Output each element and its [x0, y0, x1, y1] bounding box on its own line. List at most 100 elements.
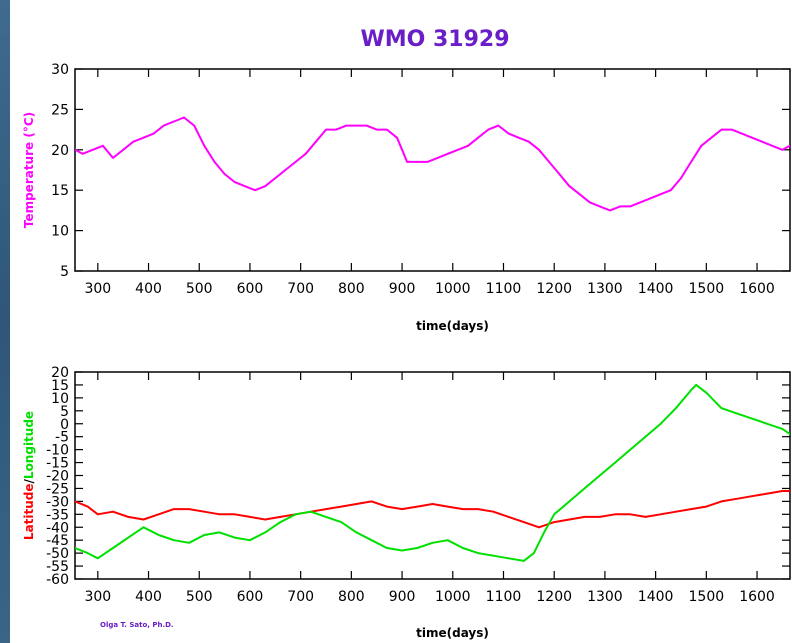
- temperature-point: [102, 144, 104, 147]
- temperature-point: [122, 148, 125, 151]
- x-tick-label: 900: [389, 589, 416, 605]
- temperature-point: [315, 140, 317, 143]
- longitude-point: [598, 474, 601, 477]
- x-tick-label: 400: [135, 281, 162, 297]
- latitude-point: [538, 526, 540, 529]
- temperature-point: [477, 136, 479, 139]
- temperature-point: [588, 201, 591, 204]
- latitude-point: [279, 516, 282, 518]
- temperature-point: [401, 148, 403, 151]
- x-tick-label: 600: [237, 589, 264, 605]
- longitude-point: [249, 539, 251, 542]
- temperature-point: [203, 144, 206, 147]
- temperature-point: [558, 173, 561, 175]
- temperature-point: [457, 148, 459, 151]
- longitude-point: [477, 552, 479, 554]
- temperature-point: [497, 124, 500, 127]
- latitude-point: [462, 508, 464, 510]
- x-tick-label: 800: [338, 589, 365, 605]
- y-tick-label: 0: [60, 417, 69, 433]
- temperature-point: [75, 148, 76, 151]
- longitude-point: [492, 554, 495, 557]
- temperature-point: [517, 136, 520, 139]
- longitude-point: [203, 534, 206, 536]
- temperature-point: [345, 124, 348, 127]
- latitude-point: [233, 513, 236, 516]
- y-tick-label: -15: [46, 456, 69, 472]
- longitude-point: [766, 422, 769, 425]
- plot-frame: [74, 371, 791, 580]
- temperature-point: [81, 152, 84, 155]
- y-tick-label: 20: [51, 143, 69, 159]
- x-tick-label: 500: [186, 281, 213, 297]
- temperature-point: [193, 124, 196, 127]
- latitude-point: [789, 490, 790, 492]
- latitude-point: [553, 521, 556, 523]
- longitude-point: [294, 513, 297, 516]
- latitude-point: [659, 513, 662, 516]
- longitude-point: [690, 389, 692, 391]
- longitude-point: [553, 513, 556, 516]
- y-tick-label: 20: [51, 365, 69, 381]
- latitude-point: [188, 508, 191, 510]
- temperature-point: [355, 124, 358, 127]
- x-tick-label: 400: [135, 589, 162, 605]
- longitude-point: [96, 557, 99, 560]
- temperature-point: [659, 193, 662, 196]
- y-tick-label: 10: [51, 391, 69, 407]
- temperature-point: [578, 193, 581, 196]
- y-tick-label: 30: [51, 62, 69, 78]
- latitude-point: [568, 518, 571, 521]
- temperature-point: [142, 136, 145, 139]
- longitude-point: [446, 539, 449, 542]
- latitude-point: [142, 518, 145, 521]
- temperature-point: [446, 152, 449, 155]
- temperature-point: [629, 205, 632, 208]
- temperature-point: [264, 185, 267, 188]
- latitude-point: [614, 513, 616, 516]
- longitude-point: [781, 428, 784, 430]
- latitude-point: [583, 516, 586, 518]
- temperature-point: [619, 205, 621, 208]
- longitude-point: [279, 521, 282, 523]
- x-tick-label: 1400: [638, 589, 674, 605]
- temperature-point: [609, 209, 611, 212]
- temperature-point: [690, 161, 692, 163]
- x-tick-label: 1200: [536, 589, 572, 605]
- temperature-point: [294, 161, 297, 163]
- longitude-point: [533, 552, 535, 554]
- x-axis-label: time(days): [416, 319, 489, 333]
- author-credit: Olga T. Sato, Ph.D.: [100, 621, 174, 629]
- latitude-point: [477, 508, 479, 510]
- temperature-point: [467, 144, 469, 147]
- longitude-point: [127, 536, 130, 539]
- longitude-point: [157, 534, 160, 536]
- longitude-point: [644, 435, 647, 438]
- longitude-point: [705, 391, 708, 394]
- latitude-point: [751, 495, 753, 498]
- temperature-point: [730, 128, 733, 131]
- latitude-point: [75, 500, 76, 503]
- y-tick-label: 15: [51, 378, 69, 394]
- temperature-point: [548, 161, 550, 163]
- longitude-point: [340, 521, 343, 523]
- temperature-point: [284, 169, 287, 171]
- temperature-point: [649, 197, 652, 200]
- latitude-point: [401, 508, 403, 510]
- x-tick-label: 1600: [739, 281, 775, 297]
- temperature-point: [669, 189, 672, 192]
- longitude-point: [735, 412, 738, 415]
- longitude-point: [218, 531, 221, 534]
- latitude-point: [720, 500, 723, 503]
- x-tick-label: 300: [84, 281, 111, 297]
- x-tick-label: 1500: [689, 281, 725, 297]
- latitude-point: [735, 497, 738, 500]
- latitude-point: [127, 516, 130, 518]
- latitude-point: [781, 490, 784, 492]
- longitude-point: [522, 560, 525, 562]
- latitude-point: [522, 521, 525, 523]
- y-tick-label: -55: [46, 559, 69, 575]
- latitude-point: [675, 510, 677, 513]
- latitude-point: [507, 516, 510, 518]
- longitude-point: [416, 547, 419, 549]
